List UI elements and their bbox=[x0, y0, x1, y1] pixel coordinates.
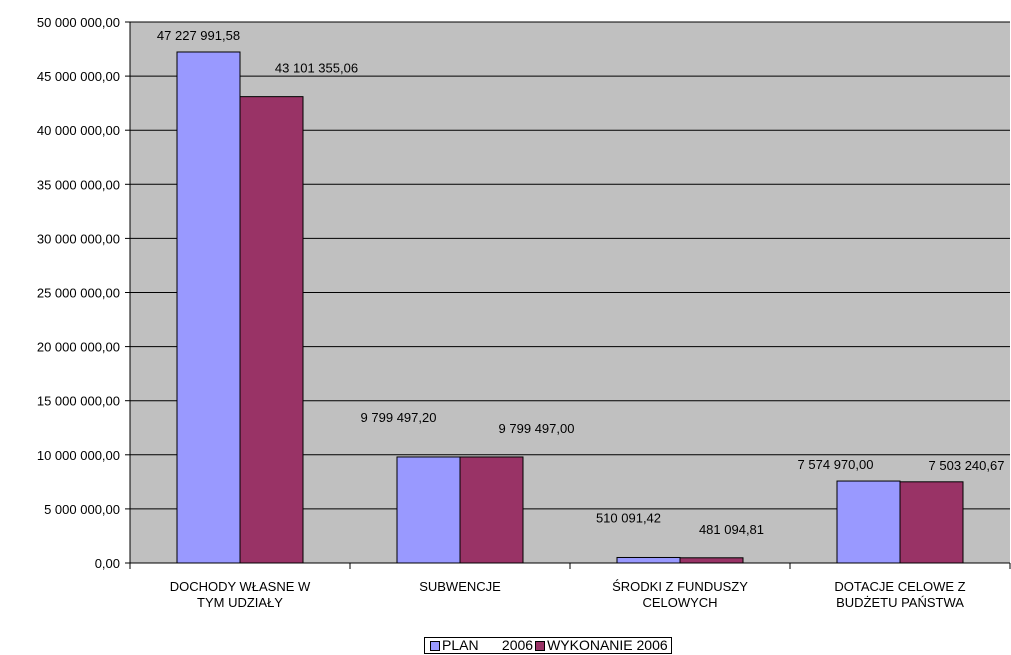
legend-label-plan: PLAN 2006 bbox=[442, 637, 534, 653]
x-tick-label: TYM UDZIAŁY bbox=[197, 595, 283, 610]
y-tick-label: 50 000 000,00 bbox=[37, 15, 120, 30]
y-tick-label: 40 000 000,00 bbox=[37, 123, 120, 138]
data-label-wykonanie: 9 799 497,00 bbox=[499, 421, 575, 436]
data-label-wykonanie: 481 094,81 bbox=[699, 522, 764, 537]
bar-wykonanie bbox=[239, 96, 304, 564]
data-label-plan: 7 574 970,00 bbox=[798, 457, 874, 472]
y-tick-label: 0,00 bbox=[95, 556, 120, 571]
legend: PLAN 2006 WYKONANIE 2006 bbox=[424, 637, 672, 654]
x-tick-label: DOCHODY WŁASNE W bbox=[170, 579, 311, 594]
legend-swatch-plan bbox=[430, 640, 440, 651]
bar-wykonanie bbox=[459, 456, 524, 564]
x-tick-label: CELOWYCH bbox=[642, 595, 717, 610]
bar-wykonanie bbox=[899, 481, 964, 564]
data-label-plan: 510 091,42 bbox=[596, 510, 661, 525]
data-label-plan: 47 227 991,58 bbox=[157, 28, 240, 43]
bar-plan bbox=[616, 556, 681, 564]
y-tick-label: 30 000 000,00 bbox=[37, 231, 120, 246]
x-tick-label: ŚRODKI Z FUNDUSZY bbox=[612, 579, 748, 594]
bar-chart: 0,00 5 000 000,00 10 000 000,00 15 000 000,… bbox=[37, 15, 1011, 610]
legend-label-wykonanie: WYKONANIE 2006 bbox=[547, 637, 668, 653]
y-tick-label: 35 000 000,00 bbox=[37, 177, 120, 192]
y-tick-label: 10 000 000,00 bbox=[37, 448, 120, 463]
y-tick-label: 20 000 000,00 bbox=[37, 340, 120, 355]
data-label-wykonanie: 43 101 355,06 bbox=[275, 61, 358, 76]
bar-plan bbox=[836, 480, 901, 564]
x-tick-label: SUBWENCJE bbox=[419, 579, 501, 594]
x-tick-label: BUDŻETU PAŃSTWA bbox=[836, 595, 964, 610]
data-label-wykonanie: 7 503 240,67 bbox=[929, 458, 1005, 473]
data-label-plan: 9 799 497,20 bbox=[361, 410, 437, 425]
bar-plan bbox=[396, 456, 461, 564]
y-tick-label: 15 000 000,00 bbox=[37, 394, 120, 409]
legend-swatch-wykonanie bbox=[535, 640, 546, 651]
y-tick-label: 25 000 000,00 bbox=[37, 286, 120, 301]
y-tick-label: 5 000 000,00 bbox=[44, 502, 120, 517]
bar-wykonanie bbox=[679, 557, 744, 564]
bar-plan bbox=[176, 51, 241, 564]
y-tick-label: 45 000 000,00 bbox=[37, 69, 120, 84]
x-tick-label: DOTACJE CELOWE Z bbox=[834, 579, 965, 594]
